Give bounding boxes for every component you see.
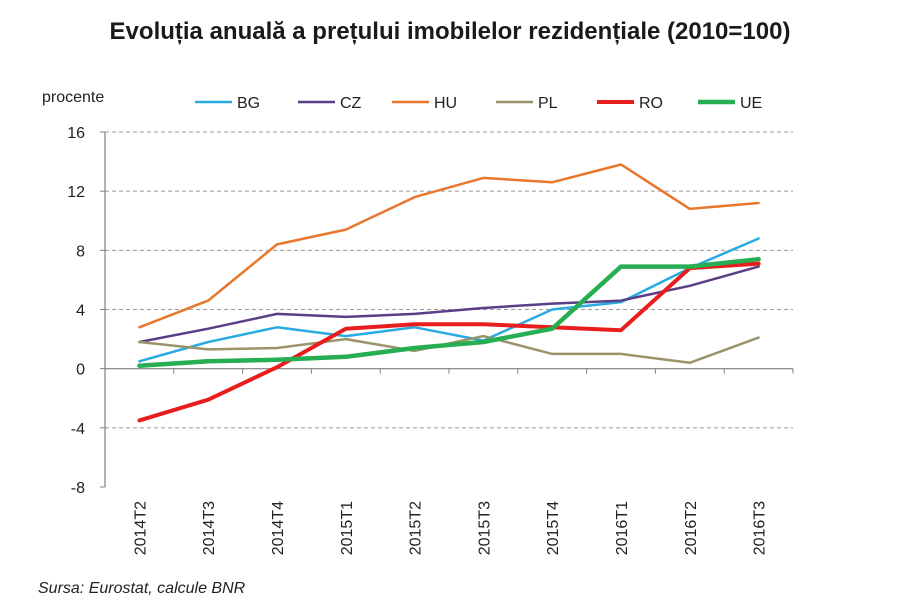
x-tick-label: 2016T3 bbox=[752, 501, 769, 555]
x-tick-label: 2014T3 bbox=[201, 501, 218, 555]
source-note: Sursa: Eurostat, calcule BNR bbox=[38, 580, 246, 597]
x-tick-label: 2015T4 bbox=[545, 501, 562, 555]
x-tick-label: 2015T3 bbox=[476, 501, 493, 555]
y-tick-label: -4 bbox=[71, 421, 85, 438]
y-tick-label: 4 bbox=[76, 303, 85, 320]
x-tick-label: 2014T2 bbox=[132, 501, 149, 555]
legend-label-cz: CZ bbox=[340, 95, 362, 112]
legend-label-ue: UE bbox=[740, 95, 762, 112]
series-line-ro bbox=[137, 261, 761, 423]
legend-label-bg: BG bbox=[237, 95, 260, 112]
x-tick-label: 2015T1 bbox=[339, 501, 356, 555]
y-tick-label: -8 bbox=[71, 480, 85, 497]
legend-label-pl: PL bbox=[538, 95, 558, 112]
x-tick-label: 2016T1 bbox=[614, 501, 631, 555]
y-tick-label: 0 bbox=[76, 362, 85, 379]
legend-label-ro: RO bbox=[639, 95, 663, 112]
x-tick-label: 2016T2 bbox=[683, 501, 700, 555]
series-line-cz bbox=[138, 265, 760, 344]
y-tick-label: 12 bbox=[67, 184, 85, 201]
x-tick-label: 2014T4 bbox=[270, 501, 287, 555]
series-line-ue bbox=[137, 256, 761, 368]
legend-label-hu: HU bbox=[434, 95, 457, 112]
series-line-bg bbox=[138, 237, 760, 363]
y-tick-label: 16 bbox=[67, 125, 85, 142]
y-axis-label: procente bbox=[42, 89, 104, 106]
y-tick-label: 8 bbox=[76, 243, 85, 260]
x-tick-label: 2015T2 bbox=[408, 501, 425, 555]
chart-title: Evoluția anuală a prețului imobilelor re… bbox=[109, 18, 791, 45]
series-line-hu bbox=[138, 163, 760, 329]
